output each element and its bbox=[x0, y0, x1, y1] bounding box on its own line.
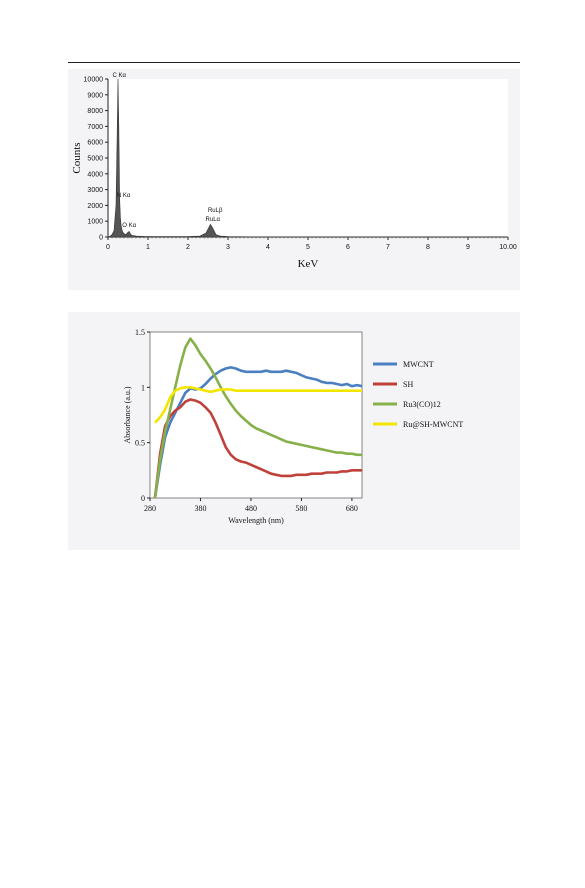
eds-x-tick-label: 7 bbox=[386, 244, 390, 251]
eds-labels: C Kα N Kα O Kα RuLβ RuLα bbox=[112, 73, 223, 229]
uv-series-line-2 bbox=[153, 398, 362, 499]
uv-y-tick-label: 0.5 bbox=[135, 439, 145, 448]
eds-x-tick-label: 6 bbox=[346, 244, 350, 251]
eds-x-tick-label: 2 bbox=[186, 244, 190, 251]
eds-x-tick-label: 0 bbox=[106, 244, 110, 251]
eds-y-tick-label: 8000 bbox=[87, 108, 103, 115]
uv-plot-area bbox=[149, 331, 363, 499]
eds-y-tick-label: 3000 bbox=[87, 187, 103, 194]
page-header-rule bbox=[68, 62, 520, 63]
eds-y-tick-label: 5000 bbox=[87, 156, 103, 163]
eds-y-tick-label: 4000 bbox=[87, 171, 103, 178]
eds-x-tick-label: 9 bbox=[466, 244, 470, 251]
eds-x-tick-label: 1 bbox=[146, 244, 150, 251]
eds-y-tick-label: 1000 bbox=[87, 219, 103, 226]
uv-vis-chart: 280 380 480 580 680 0 0.5 1 1.5 Wavelength (nm) Ab… bbox=[123, 328, 463, 525]
eds-y-tick-label: 2000 bbox=[87, 203, 103, 210]
uv-vis-panel: 280 380 480 580 680 0 0.5 1 1.5 Wavelength (nm) Ab… bbox=[68, 312, 520, 550]
uv-y-axis-label: Absorbance (a.u.) bbox=[123, 386, 132, 443]
eds-y-tick-label: 7000 bbox=[87, 124, 103, 131]
eds-y-axis-label: Counts bbox=[71, 142, 83, 173]
uv-y-tick-label: 0 bbox=[141, 494, 145, 503]
eds-y-tick-label: 0 bbox=[99, 235, 103, 242]
eds-peak-label: RuLα bbox=[206, 217, 221, 223]
eds-peak-label: C Kα bbox=[112, 73, 126, 79]
uv-x-tick-label: 580 bbox=[295, 504, 307, 513]
uv-y-tick-label: 1.5 bbox=[135, 328, 145, 337]
uv-series-line-4 bbox=[154, 386, 362, 424]
eds-spectrum-panel: 0 1 2 3 4 5 6 7 8 9 10.00 0 1000 2000 3000 4000 5000 6000… bbox=[68, 69, 520, 290]
uv-series-line-1 bbox=[153, 366, 363, 499]
eds-spectrum-chart: 0 1 2 3 4 5 6 7 8 9 10.00 0 1000 2000 3000 4000 5000 6000… bbox=[71, 73, 517, 271]
eds-x-tick-label: 5 bbox=[306, 244, 310, 251]
eds-y-tick-label: 9000 bbox=[87, 92, 103, 99]
uv-x-tick-label: 280 bbox=[144, 504, 156, 513]
eds-x-tick-label: 8 bbox=[426, 244, 430, 251]
eds-x-tick-label: 3 bbox=[226, 244, 230, 251]
uv-legend-label: SH bbox=[403, 380, 413, 389]
eds-peak-label: N Kα bbox=[117, 193, 131, 199]
uv-series-line-3 bbox=[153, 337, 362, 499]
eds-y-tick-label: 10000 bbox=[84, 77, 104, 84]
eds-x-tick-label: 10.00 bbox=[499, 244, 517, 251]
uv-legend-label: Ru@SH-MWCNT bbox=[403, 420, 463, 429]
uv-marks bbox=[153, 337, 363, 499]
uv-x-tick-label: 480 bbox=[245, 504, 257, 513]
eds-spectrum-area bbox=[107, 78, 509, 238]
eds-peak-label: RuLβ bbox=[208, 208, 223, 214]
uv-axes: 280 380 480 580 680 0 0.5 1 1.5 Wavelength (nm) Ab… bbox=[123, 328, 363, 525]
uv-legend-label: Ru3(CO)12 bbox=[403, 400, 441, 409]
eds-axes: 0 1 2 3 4 5 6 7 8 9 10.00 0 1000 2000 3000 4000 5000 6000… bbox=[71, 77, 517, 271]
eds-x-axis-label: KeV bbox=[298, 258, 319, 270]
eds-marks bbox=[107, 78, 509, 238]
eds-peak-label: O Kα bbox=[122, 223, 136, 229]
eds-x-tick-label: 4 bbox=[266, 244, 270, 251]
eds-y-tick-label: 6000 bbox=[87, 140, 103, 147]
uv-legend: MWCNT SH Ru3(CO)12 Ru@SH-MWCNT bbox=[373, 360, 463, 429]
uv-x-tick-label: 680 bbox=[346, 504, 358, 513]
uv-legend-label: MWCNT bbox=[403, 360, 434, 369]
uv-x-axis-label: Wavelength (nm) bbox=[228, 516, 284, 525]
uv-y-tick-label: 1 bbox=[141, 383, 145, 392]
eds-plot-area bbox=[108, 79, 508, 237]
uv-x-tick-label: 380 bbox=[194, 504, 206, 513]
